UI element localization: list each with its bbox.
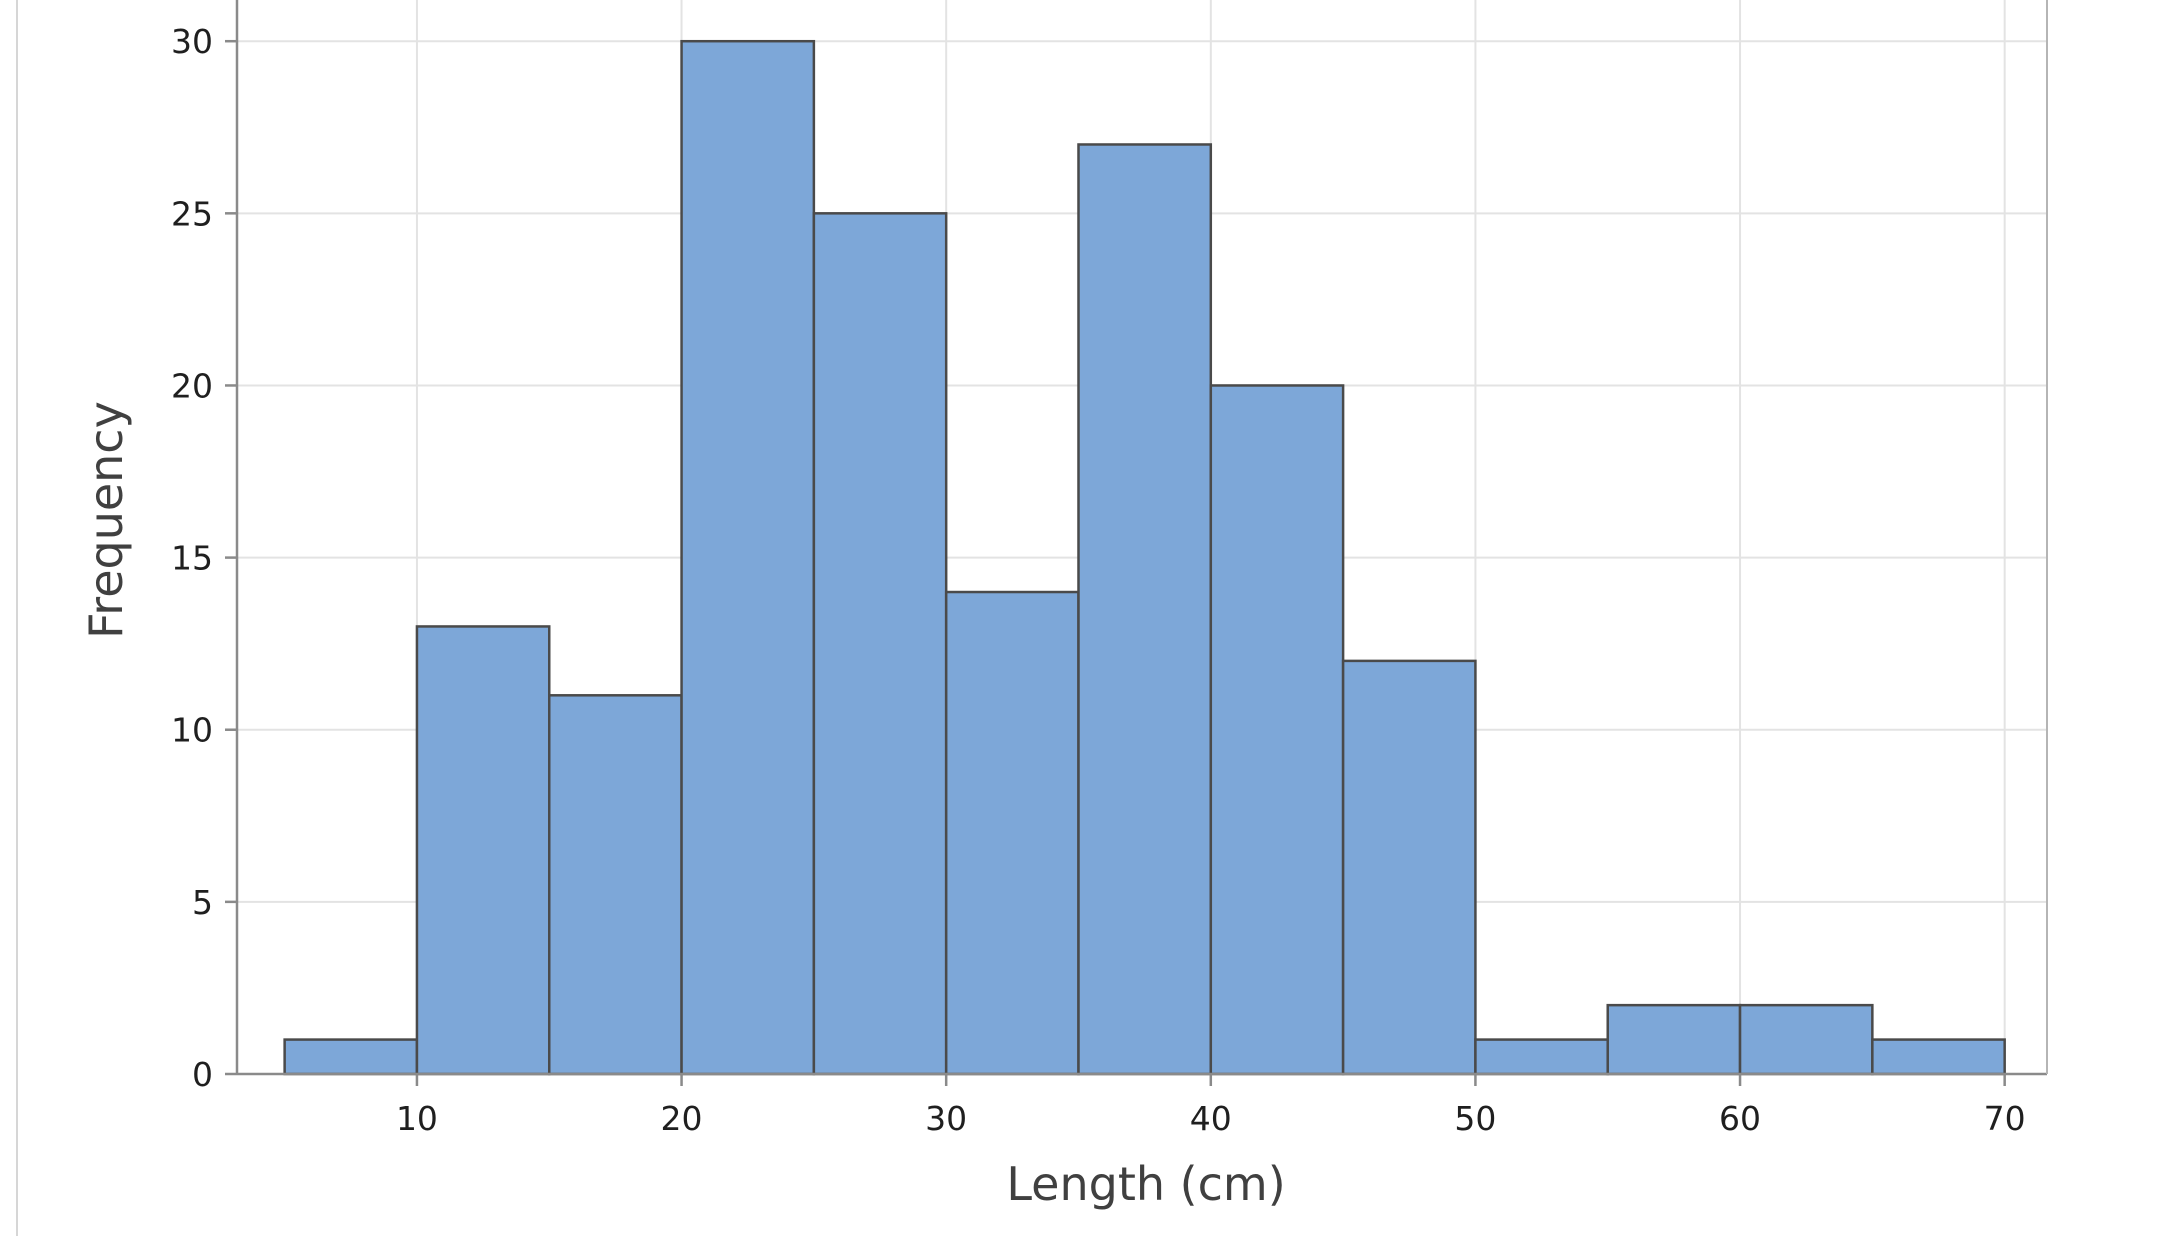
y-axis-title: Frequency bbox=[79, 401, 133, 639]
histogram-bar bbox=[1606, 1003, 1742, 1076]
histogram-bars bbox=[283, 39, 2006, 1076]
y-tick-label: 0 bbox=[192, 1055, 213, 1094]
histogram-bar bbox=[1341, 659, 1477, 1076]
histogram-bar bbox=[1738, 1003, 1874, 1076]
y-tick-label: 25 bbox=[171, 194, 213, 233]
histogram-bar bbox=[680, 39, 816, 1076]
outer-frame bbox=[16, 0, 18, 1236]
y-tick-label: 20 bbox=[171, 366, 213, 405]
histogram-bar bbox=[1474, 1038, 1609, 1076]
histogram-bar bbox=[283, 1038, 419, 1076]
y-tick-label: 15 bbox=[171, 539, 213, 578]
y-tick-label: 10 bbox=[171, 711, 213, 750]
histogram-bar bbox=[548, 694, 683, 1076]
x-tick-label: 70 bbox=[1984, 1099, 2026, 1138]
histogram-bar bbox=[1077, 143, 1213, 1076]
histogram-bar bbox=[1209, 384, 1345, 1076]
y-tick-label: 5 bbox=[192, 883, 213, 922]
x-tick-label: 40 bbox=[1190, 1099, 1232, 1138]
y-tick-label: 30 bbox=[171, 22, 213, 61]
histogram-bar bbox=[415, 625, 551, 1076]
x-tick-label: 20 bbox=[661, 1099, 703, 1138]
axes bbox=[235, 0, 2048, 1076]
x-tick-label: 30 bbox=[925, 1099, 967, 1138]
y-axis-ticks: 0 5 10 15 20 25 30 bbox=[171, 22, 237, 1094]
x-tick-label: 10 bbox=[396, 1099, 438, 1138]
histogram-bar bbox=[944, 590, 1080, 1076]
histogram-bar bbox=[812, 212, 948, 1076]
x-axis-ticks: 10 20 30 40 50 60 70 bbox=[396, 1074, 2026, 1138]
x-axis-title: Length (cm) bbox=[1006, 1157, 1285, 1211]
x-tick-label: 50 bbox=[1454, 1099, 1496, 1138]
x-tick-label: 60 bbox=[1719, 1099, 1761, 1138]
histogram-bar bbox=[1871, 1038, 2006, 1076]
